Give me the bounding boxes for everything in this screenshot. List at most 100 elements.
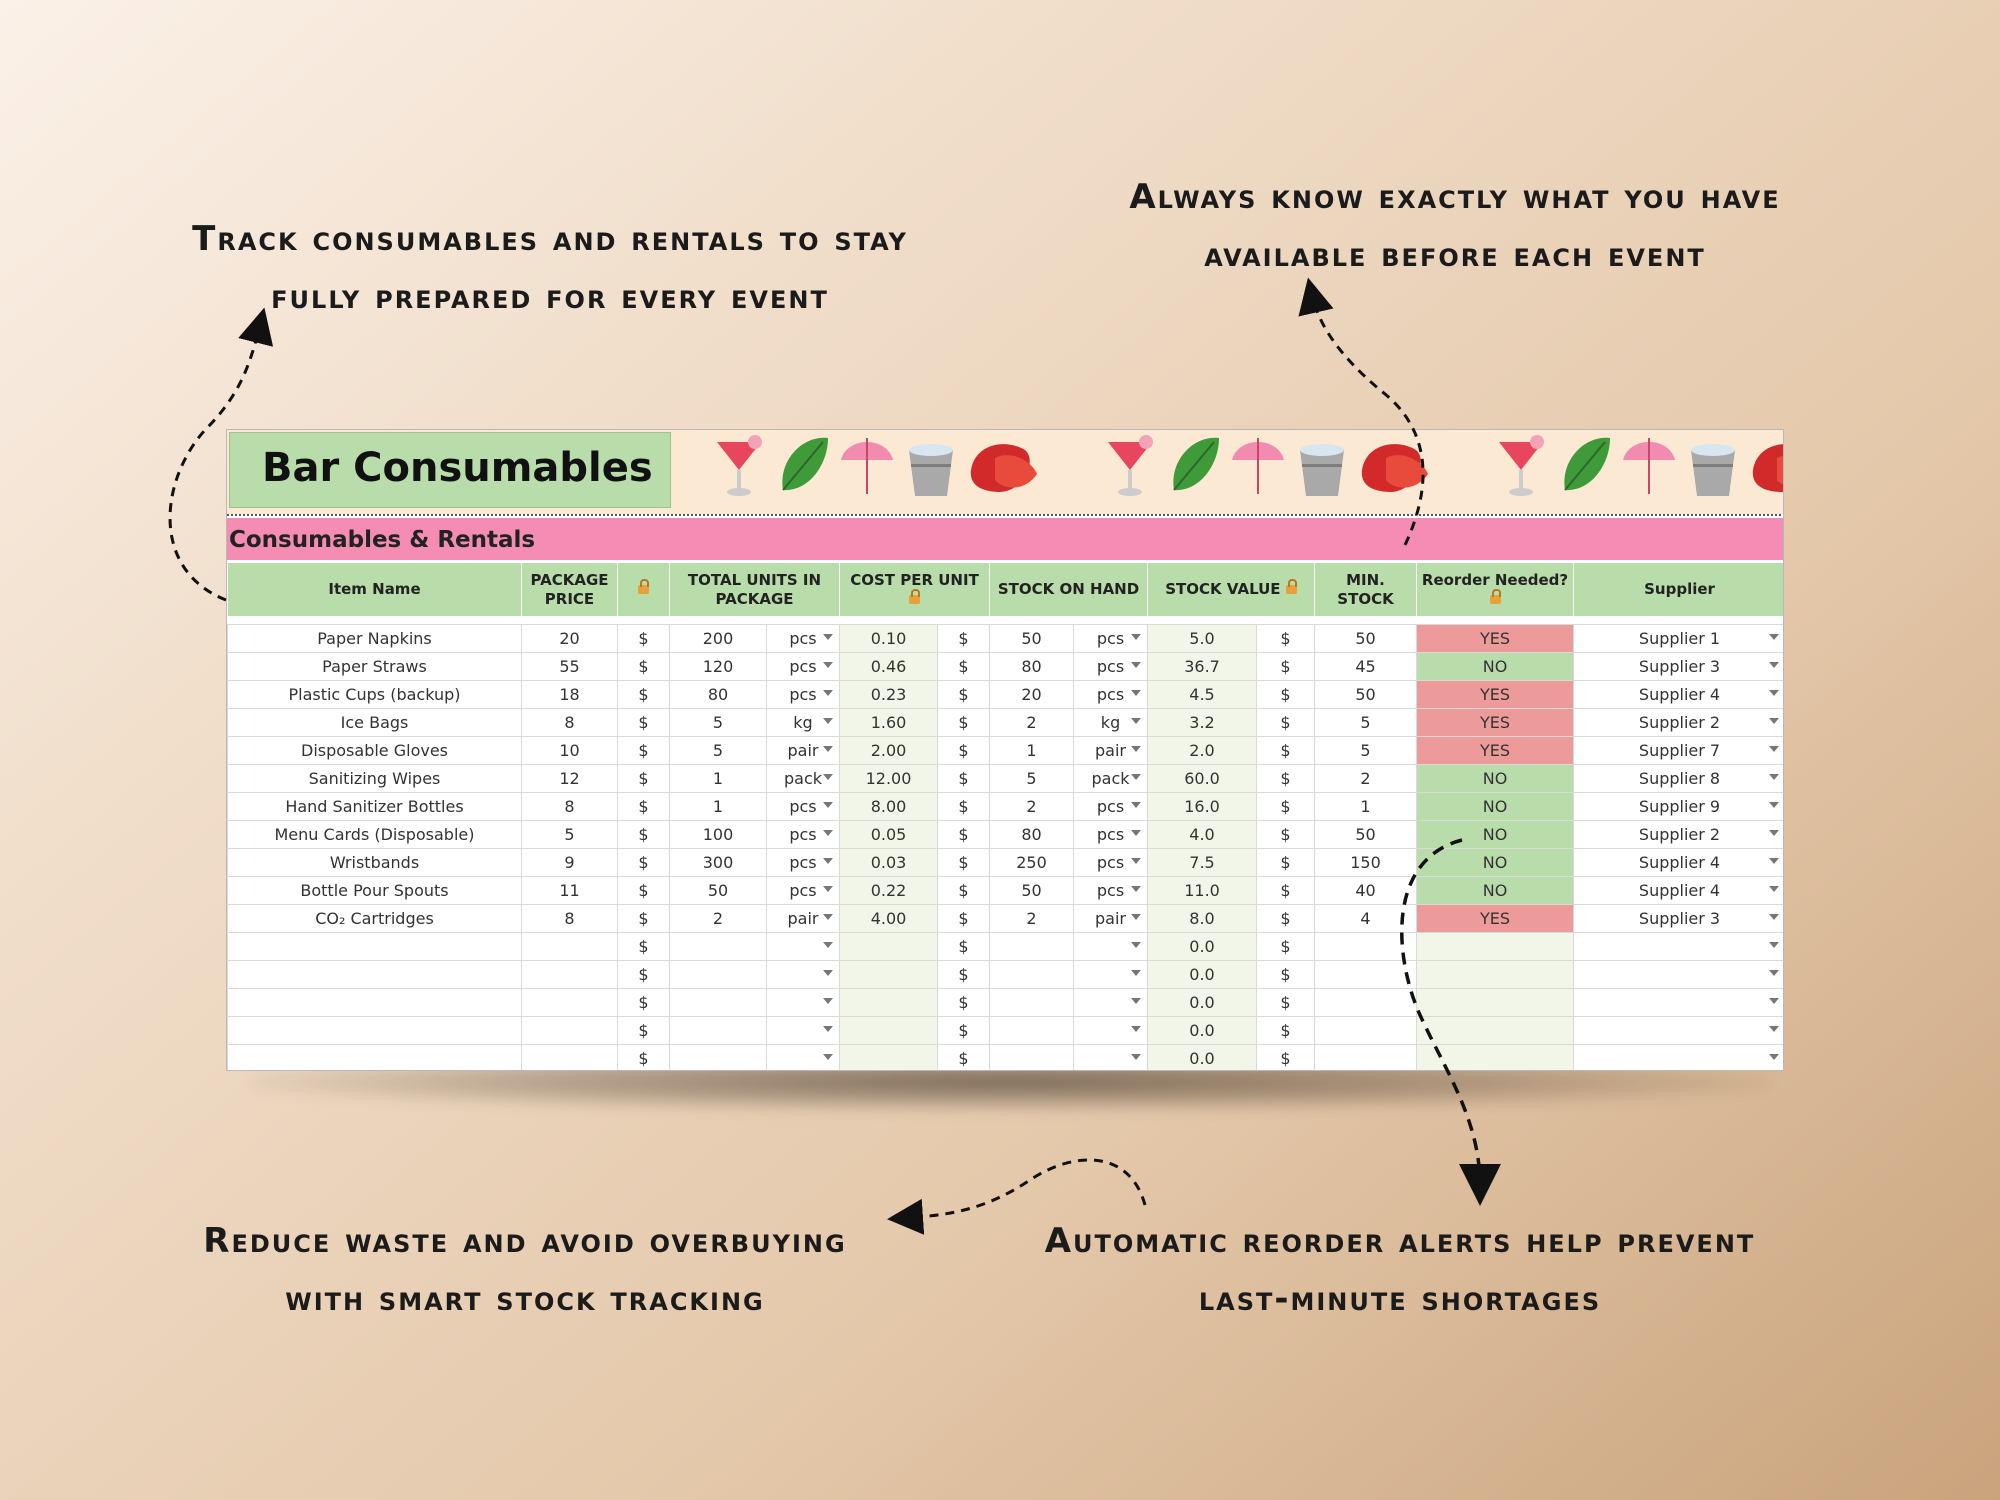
chevron-down-icon[interactable]	[1131, 914, 1142, 920]
item-name-cell[interactable]	[227, 1044, 522, 1070]
chevron-down-icon[interactable]	[1769, 634, 1780, 640]
total-units-cell[interactable]: 1	[669, 764, 767, 793]
chevron-down-icon[interactable]	[1769, 718, 1780, 724]
item-name-cell[interactable]: Sanitizing Wipes	[227, 764, 522, 793]
chevron-down-icon[interactable]	[823, 662, 833, 668]
unit-dropdown[interactable]	[766, 988, 840, 1017]
supplier-dropdown[interactable]: Supplier 2	[1573, 708, 1783, 737]
item-name-cell[interactable]: Hand Sanitizer Bottles	[227, 792, 522, 821]
stock-on-hand-cell[interactable]: 2	[989, 904, 1075, 933]
supplier-dropdown[interactable]: Supplier 2	[1573, 820, 1783, 849]
supplier-dropdown[interactable]: Supplier 1	[1573, 624, 1783, 653]
min-stock-cell[interactable]	[1314, 1016, 1418, 1045]
stock-on-hand-cell[interactable]: 80	[989, 652, 1075, 681]
min-stock-cell[interactable]: 150	[1314, 848, 1418, 877]
chevron-down-icon[interactable]	[823, 746, 833, 752]
min-stock-cell[interactable]: 4	[1314, 904, 1418, 933]
stock-on-hand-cell[interactable]: 2	[989, 792, 1075, 821]
package-price-cell[interactable]: 20	[521, 624, 618, 653]
stock-unit-dropdown[interactable]	[1073, 1044, 1149, 1070]
min-stock-cell[interactable]: 50	[1314, 680, 1418, 709]
unit-dropdown[interactable]	[766, 1044, 840, 1070]
stock-unit-dropdown[interactable]: pcs	[1073, 652, 1149, 681]
chevron-down-icon[interactable]	[1769, 942, 1780, 948]
supplier-dropdown[interactable]: Supplier 3	[1573, 652, 1783, 681]
stock-unit-dropdown[interactable]: pcs	[1073, 820, 1149, 849]
stock-unit-dropdown[interactable]	[1073, 932, 1149, 961]
stock-on-hand-cell[interactable]: 2	[989, 708, 1075, 737]
chevron-down-icon[interactable]	[1769, 886, 1780, 892]
package-price-cell[interactable]: 9	[521, 848, 618, 877]
stock-on-hand-cell[interactable]: 80	[989, 820, 1075, 849]
package-price-cell[interactable]: 55	[521, 652, 618, 681]
supplier-dropdown[interactable]: Supplier 4	[1573, 848, 1783, 877]
package-price-cell[interactable]: 8	[521, 708, 618, 737]
total-units-cell[interactable]: 100	[669, 820, 767, 849]
total-units-cell[interactable]: 5	[669, 708, 767, 737]
chevron-down-icon[interactable]	[1769, 690, 1780, 696]
unit-dropdown[interactable]: pcs	[766, 848, 840, 877]
total-units-cell[interactable]: 5	[669, 736, 767, 765]
stock-on-hand-cell[interactable]: 20	[989, 680, 1075, 709]
chevron-down-icon[interactable]	[1769, 858, 1780, 864]
total-units-cell[interactable]: 50	[669, 876, 767, 905]
min-stock-cell[interactable]	[1314, 988, 1418, 1017]
stock-unit-dropdown[interactable]: pcs	[1073, 792, 1149, 821]
chevron-down-icon[interactable]	[823, 942, 833, 948]
chevron-down-icon[interactable]	[823, 970, 833, 976]
chevron-down-icon[interactable]	[823, 802, 833, 808]
unit-dropdown[interactable]: pcs	[766, 680, 840, 709]
stock-unit-dropdown[interactable]	[1073, 1016, 1149, 1045]
unit-dropdown[interactable]: pcs	[766, 652, 840, 681]
item-name-cell[interactable]: Paper Napkins	[227, 624, 522, 653]
unit-dropdown[interactable]	[766, 960, 840, 989]
chevron-down-icon[interactable]	[1131, 942, 1142, 948]
chevron-down-icon[interactable]	[1769, 830, 1780, 836]
total-units-cell[interactable]	[669, 960, 767, 989]
chevron-down-icon[interactable]	[1769, 998, 1780, 1004]
package-price-cell[interactable]: 5	[521, 820, 618, 849]
min-stock-cell[interactable]: 40	[1314, 876, 1418, 905]
stock-unit-dropdown[interactable]	[1073, 988, 1149, 1017]
unit-dropdown[interactable]: pack	[766, 764, 840, 793]
stock-on-hand-cell[interactable]	[989, 1044, 1075, 1070]
chevron-down-icon[interactable]	[1131, 886, 1142, 892]
min-stock-cell[interactable]: 50	[1314, 624, 1418, 653]
min-stock-cell[interactable]: 5	[1314, 708, 1418, 737]
stock-unit-dropdown[interactable]: kg	[1073, 708, 1149, 737]
unit-dropdown[interactable]: pair	[766, 904, 840, 933]
chevron-down-icon[interactable]	[1131, 830, 1142, 836]
item-name-cell[interactable]: Menu Cards (Disposable)	[227, 820, 522, 849]
unit-dropdown[interactable]	[766, 1016, 840, 1045]
min-stock-cell[interactable]	[1314, 1044, 1418, 1070]
unit-dropdown[interactable]: pcs	[766, 624, 840, 653]
min-stock-cell[interactable]: 5	[1314, 736, 1418, 765]
chevron-down-icon[interactable]	[1769, 746, 1780, 752]
supplier-dropdown[interactable]: Supplier 4	[1573, 876, 1783, 905]
item-name-cell[interactable]: CO₂ Cartridges	[227, 904, 522, 933]
item-name-cell[interactable]: Ice Bags	[227, 708, 522, 737]
stock-on-hand-cell[interactable]: 50	[989, 876, 1075, 905]
item-name-cell[interactable]	[227, 988, 522, 1017]
chevron-down-icon[interactable]	[1131, 1054, 1142, 1060]
package-price-cell[interactable]	[521, 960, 618, 989]
chevron-down-icon[interactable]	[1769, 914, 1780, 920]
chevron-down-icon[interactable]	[823, 998, 833, 1004]
min-stock-cell[interactable]: 1	[1314, 792, 1418, 821]
total-units-cell[interactable]: 80	[669, 680, 767, 709]
stock-unit-dropdown[interactable]	[1073, 960, 1149, 989]
stock-on-hand-cell[interactable]: 50	[989, 624, 1075, 653]
chevron-down-icon[interactable]	[1131, 1026, 1142, 1032]
stock-on-hand-cell[interactable]: 250	[989, 848, 1075, 877]
stock-unit-dropdown[interactable]: pcs	[1073, 624, 1149, 653]
chevron-down-icon[interactable]	[823, 886, 833, 892]
item-name-cell[interactable]	[227, 1016, 522, 1045]
item-name-cell[interactable]: Plastic Cups (backup)	[227, 680, 522, 709]
package-price-cell[interactable]: 18	[521, 680, 618, 709]
supplier-dropdown[interactable]: Supplier 7	[1573, 736, 1783, 765]
chevron-down-icon[interactable]	[1769, 774, 1780, 780]
item-name-cell[interactable]	[227, 932, 522, 961]
package-price-cell[interactable]: 11	[521, 876, 618, 905]
supplier-dropdown[interactable]	[1573, 988, 1783, 1017]
item-name-cell[interactable]: Paper Straws	[227, 652, 522, 681]
